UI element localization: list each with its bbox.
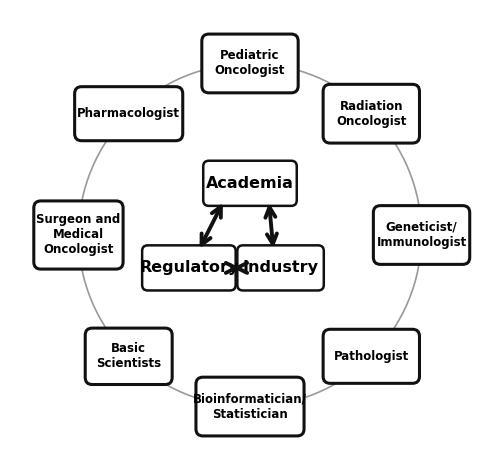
FancyBboxPatch shape xyxy=(323,84,420,143)
FancyBboxPatch shape xyxy=(238,245,324,290)
FancyBboxPatch shape xyxy=(323,329,420,384)
FancyBboxPatch shape xyxy=(85,328,172,384)
Text: Pharmacologist: Pharmacologist xyxy=(77,107,180,120)
Text: Industry: Industry xyxy=(242,260,318,275)
FancyBboxPatch shape xyxy=(142,245,236,290)
FancyBboxPatch shape xyxy=(34,201,123,269)
Text: Regulatory: Regulatory xyxy=(139,260,238,275)
FancyBboxPatch shape xyxy=(203,161,297,206)
Text: Geneticist/
Immunologist: Geneticist/ Immunologist xyxy=(376,221,466,249)
Text: Surgeon and
Medical
Oncologist: Surgeon and Medical Oncologist xyxy=(36,213,120,257)
Text: Pathologist: Pathologist xyxy=(334,350,409,363)
Text: Pediatric
Oncologist: Pediatric Oncologist xyxy=(215,49,285,78)
FancyBboxPatch shape xyxy=(74,86,182,141)
Text: Radiation
Oncologist: Radiation Oncologist xyxy=(336,100,406,128)
Text: Bioinformatician/
Statistician: Bioinformatician/ Statistician xyxy=(193,392,307,421)
FancyBboxPatch shape xyxy=(202,34,298,93)
Text: Academia: Academia xyxy=(206,176,294,191)
FancyBboxPatch shape xyxy=(196,377,304,436)
FancyBboxPatch shape xyxy=(374,206,470,264)
Text: Basic
Scientists: Basic Scientists xyxy=(96,342,162,370)
